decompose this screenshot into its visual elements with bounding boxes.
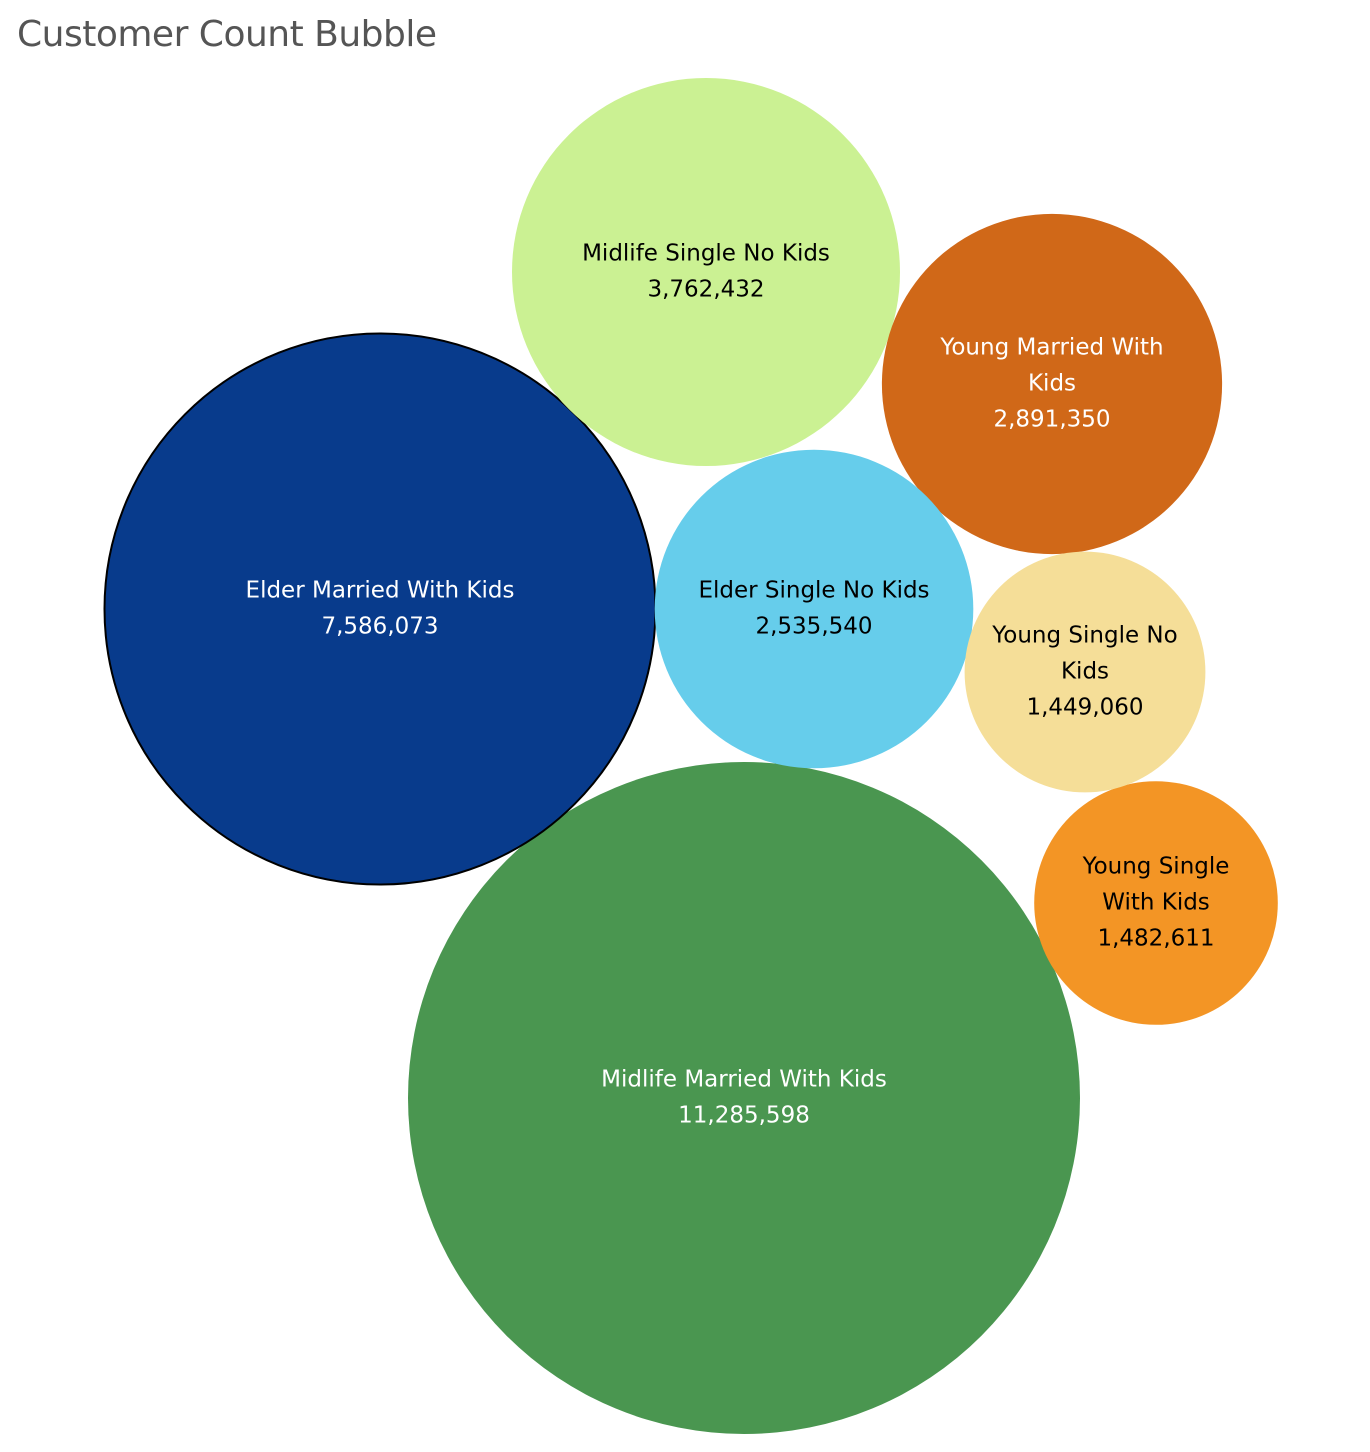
bubble-label: Elder Married With Kids bbox=[246, 578, 515, 604]
bubble-label: Young Single No bbox=[991, 623, 1177, 649]
chart-title: Customer Count Bubble bbox=[17, 14, 437, 55]
bubble-label: Kids bbox=[1061, 659, 1109, 685]
bubble-label: Young Married With bbox=[939, 335, 1163, 361]
bubble-elder-single-no-kids[interactable]: Elder Single No Kids 2,535,540 bbox=[654, 449, 974, 769]
bubble-circle[interactable] bbox=[881, 213, 1223, 555]
bubble-circle[interactable] bbox=[654, 449, 974, 769]
bubble-circle[interactable] bbox=[103, 332, 657, 886]
bubble-circle[interactable] bbox=[512, 78, 900, 466]
bubble-label: Elder Single No Kids bbox=[698, 578, 929, 604]
bubble-label: With Kids bbox=[1102, 890, 1210, 916]
bubble-value: 1,482,611 bbox=[1097, 926, 1214, 952]
bubble-label: Midlife Married With Kids bbox=[601, 1067, 887, 1093]
bubble-label: Young Single bbox=[1082, 854, 1230, 880]
bubble-value: 2,535,540 bbox=[755, 614, 872, 640]
bubble-midlife-married-with-kids[interactable]: Midlife Married With Kids 11,285,598 bbox=[408, 762, 1080, 1434]
bubble-value: 3,762,432 bbox=[647, 277, 764, 303]
bubble-midlife-single-no-kids[interactable]: Midlife Single No Kids 3,762,432 bbox=[512, 78, 900, 466]
bubble-value: 7,586,073 bbox=[321, 614, 438, 640]
bubble-label: Midlife Single No Kids bbox=[582, 241, 830, 267]
bubble-circle[interactable] bbox=[964, 551, 1206, 793]
bubble-young-single-no-kids[interactable]: Young Single No Kids 1,449,060 bbox=[964, 551, 1206, 793]
bubble-value: 1,449,060 bbox=[1026, 695, 1143, 721]
bubble-value: 11,285,598 bbox=[678, 1103, 810, 1129]
bubble-young-married-with-kids[interactable]: Young Married With Kids 2,891,350 bbox=[881, 213, 1223, 555]
bubble-young-single-with-kids[interactable]: Young Single With Kids 1,482,611 bbox=[1034, 781, 1278, 1025]
bubble-circle[interactable] bbox=[408, 762, 1080, 1434]
bubble-label: Kids bbox=[1028, 371, 1076, 397]
bubble-elder-married-with-kids[interactable]: Elder Married With Kids 7,586,073 bbox=[103, 332, 657, 886]
bubble-circle[interactable] bbox=[1034, 781, 1278, 1025]
bubble-value: 2,891,350 bbox=[993, 407, 1110, 433]
